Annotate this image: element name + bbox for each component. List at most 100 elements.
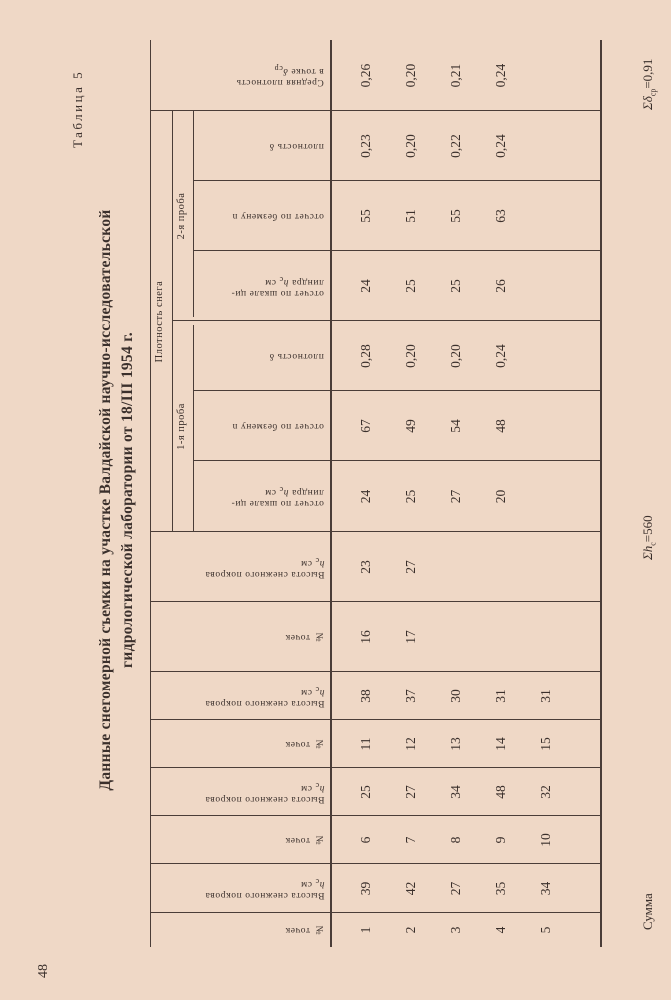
column-header-text: Высота снежного покрова hc см [204,556,324,579]
table-cell: 0,22 [448,134,463,158]
table-cell: 67 [358,419,373,433]
column-header: плотность δ [193,111,324,181]
table-cell: 8 [448,836,463,844]
table-cell: 0,24 [493,344,508,368]
table-cell: 55 [448,209,463,223]
table-cell: 51 [403,209,418,223]
column-header-text: № точек [285,632,324,643]
column-header: Средняя плотность в точке δср [150,40,324,111]
table-cell: 25 [448,279,463,293]
table-cell: 0,20 [403,134,418,158]
table-cell: 35 [493,881,508,896]
table-cell: 38 [358,689,373,703]
table-cell: 0,24 [493,63,508,88]
footer-sum-height: Σhc=560 [640,515,658,560]
column-header-text: отсчет по шкале ци-линдра hc см [231,275,324,298]
table-cell: 24 [358,279,373,293]
table-cell: 0,20 [403,344,418,368]
table-bottom-rule [600,40,602,947]
sum-density-value: =0,91 [640,58,655,89]
table-cell: 34 [538,881,553,896]
table-cell: 24 [358,489,373,504]
table-cell: 23 [358,560,373,574]
column-header-text: отсчет по безмену n [232,421,324,432]
table-cell: 54 [448,419,463,433]
table-cell: 27 [448,881,463,896]
table-cell: 2 [403,926,418,934]
table-cell: 1 [358,926,373,934]
table-cell: 9 [493,836,508,844]
table-cell: 17 [403,630,418,644]
table-cell: 25 [403,279,418,293]
column-header-text: отсчет по шкале ци-линдра hc см [231,485,324,509]
table-cell: 48 [493,419,508,433]
table-cell: 14 [493,737,508,751]
table-cell: 0,28 [358,344,373,368]
column-header-text: Высота снежного покрова hc см [204,781,324,804]
sum-density-sub: ср [648,88,658,97]
sum-density-symbol: Σδ [640,96,655,110]
table-cell: 27 [403,785,418,799]
table-cell: 49 [403,419,418,433]
table-cell: 6 [358,836,373,844]
table-cell: 34 [448,785,463,799]
column-header: Высота снежного покрова hc см [150,768,324,816]
column-header: отсчет по шкале ци-линдра hc см [193,251,324,321]
column-header-text: Средняя плотность в точке δср [236,64,324,88]
table-cell: 0,21 [448,63,463,88]
column-header-text: № точек [285,739,324,750]
table-cell: 7 [403,836,418,844]
table-cell: 15 [538,737,553,751]
table-title-line1: Данные снегомерной съемки на участке Вал… [97,209,114,791]
column-header: Высота снежного покрова hc см [150,864,324,913]
table-cell: 30 [448,689,463,703]
table-title-line2: гидрологической лаборатории от 18/III 19… [119,332,136,668]
footer-sum-label: Сумма [640,893,655,930]
table-cell: 11 [358,737,373,751]
column-header: отсчет по безмену n [193,391,324,461]
column-header-text: № точек [285,835,324,846]
column-header-text: плотность δ [269,351,324,362]
table-cell: 37 [403,689,418,703]
column-header: № точек [150,602,324,672]
table-cell: 4 [493,926,508,934]
table-cell: 26 [493,279,508,293]
table-cell: 0,20 [448,344,463,368]
table-cell: 0,26 [358,63,373,88]
table-cell: 55 [358,209,373,223]
group-header-density: Плотность снега [154,280,165,363]
table-cell: 12 [403,737,418,751]
column-header: № точек [150,720,324,768]
table-cell: 16 [358,630,373,644]
column-header-text: № точек [285,925,324,936]
table-cell: 27 [448,489,463,504]
page-number: 48 [36,964,51,978]
column-header-text: Высота снежного покрова hc см [204,685,324,708]
table-cell: 0,20 [403,63,418,88]
column-header-text: плотность δ [269,141,324,152]
group-header-sample1: 1-я проба [176,403,187,450]
column-header-text: Высота снежного покрова hc см [204,877,324,901]
table-cell: 20 [493,489,508,504]
table-label: Таблица 5 [70,69,85,148]
density-group-rule [172,111,173,532]
table-cell: 5 [538,926,553,934]
footer-sum-density: Σδср=0,91 [640,59,658,110]
header-bottom-rule [330,40,332,947]
table-cell: 25 [403,489,418,504]
table-cell: 39 [358,881,373,896]
column-header: отсчет по безмену n [193,181,324,251]
column-header: отсчет по шкале ци-линдра hc см [193,461,324,532]
column-header: № точек [150,913,324,947]
table-cell: 31 [493,689,508,703]
table-cell: 13 [448,737,463,751]
table-cell: 32 [538,785,553,799]
table-cell: 0,23 [358,134,373,158]
column-header: № точек [150,816,324,864]
table-cell: 42 [403,881,418,896]
table-cell: 10 [538,833,553,847]
sum-height-sub: c [648,542,658,546]
table-cell: 25 [358,785,373,799]
group-header-sample2: 2-я проба [176,192,187,240]
